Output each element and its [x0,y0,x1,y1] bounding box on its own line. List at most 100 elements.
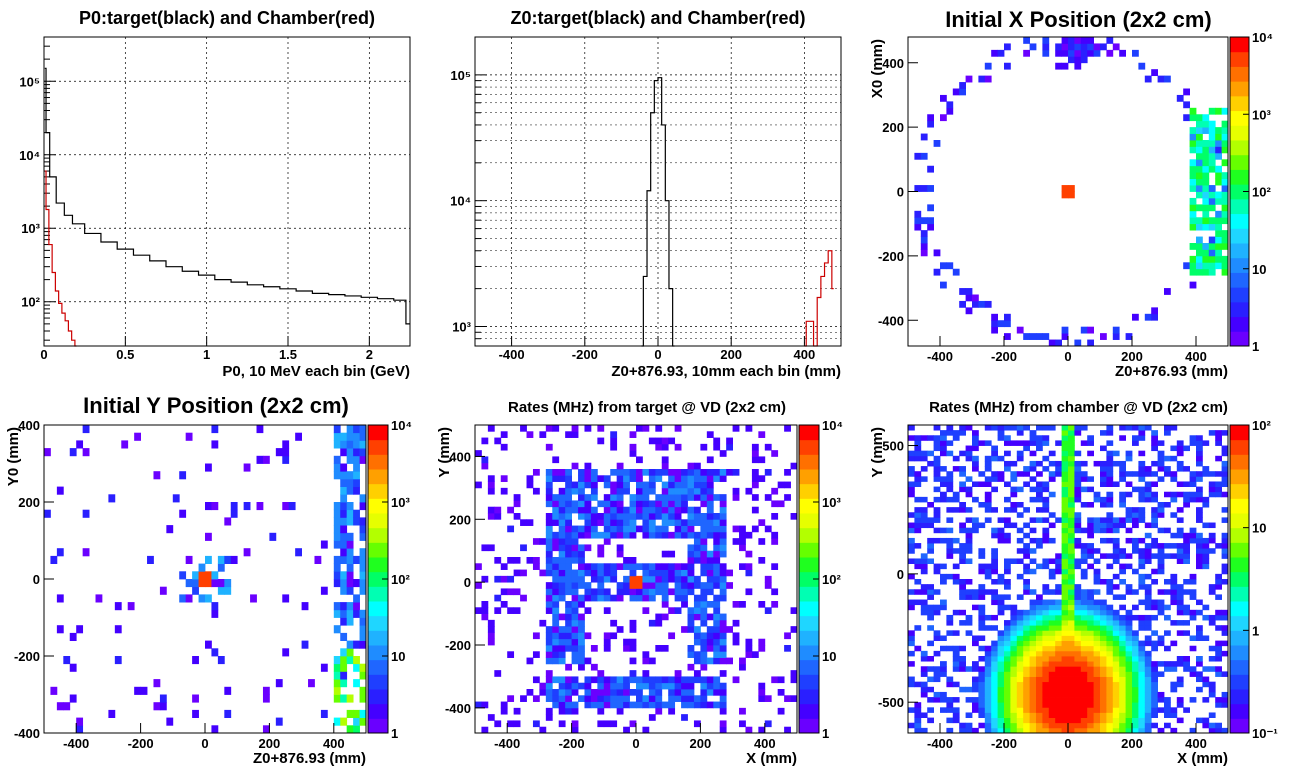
heatmap-cell [1138,712,1146,718]
heatmap-cell [1036,722,1043,729]
heatmap-cell [76,625,84,634]
heatmap-cell [965,532,973,539]
heatmap-cell [784,425,791,432]
heatmap-cell [571,588,579,596]
heatmap-cell [1151,69,1158,77]
heatmap-cell [661,462,669,470]
heatmap-cell [1068,630,1075,636]
heatmap-cell [1029,661,1037,667]
heatmap-cell [185,432,193,441]
heatmap-cell [198,571,206,580]
heatmap-cell [1221,471,1229,477]
heatmap-cell [314,555,322,564]
heatmap-cell [629,619,637,627]
heatmap-cell [1010,727,1018,734]
heatmap-cell [1004,466,1011,472]
heatmap-cell [940,691,947,698]
heatmap-cell [275,679,283,688]
heatmap-cell [1170,445,1178,452]
heatmap-cell [1106,620,1114,626]
heatmap-cell [545,425,553,432]
heatmap-cell [1048,491,1056,498]
heatmap-cells [914,37,1229,347]
heatmap-cell [578,481,585,489]
heatmap-cell [668,469,676,476]
heatmap-cell [1119,717,1126,724]
heatmap-cell [340,717,348,726]
heatmap-cell [1202,681,1210,688]
heatmap-cell [700,645,708,652]
heatmap-cell [1068,614,1075,621]
heatmap-cell [1106,604,1114,611]
heatmap-cell [946,471,954,477]
heatmap-cell [1138,727,1146,734]
heatmap-cell [565,676,572,684]
colorbar-segment [1230,316,1249,332]
heatmap-cell [991,527,998,534]
heatmap-cell [333,694,341,703]
heatmap-cell [1119,471,1126,477]
heatmap-cell [700,594,708,602]
heatmap-cell [726,469,733,476]
heatmap-cell [558,638,566,646]
heatmap-cell [732,494,740,501]
heatmap-cell [565,519,572,526]
heatmap-cell [353,440,360,449]
heatmap-cell [1202,502,1210,508]
heatmap-cell [777,481,785,489]
heatmap-cell [914,440,922,446]
heatmap-cell [1055,625,1062,631]
x-tick-label: 400 [1185,349,1207,364]
heatmap-cell [1048,625,1056,631]
heatmap-cell [1106,640,1114,647]
heatmap-cell [1080,640,1088,647]
heatmap-cell [623,525,630,533]
heatmap-cell [1112,517,1120,523]
heatmap-cell [578,531,585,539]
heatmap-cell [616,695,624,702]
heatmap-cell [965,594,973,600]
heatmap-cell [1036,517,1043,523]
heatmap-cell [1004,425,1011,431]
heatmap-cell [1068,37,1075,44]
heatmap-cell [500,443,508,451]
heatmap-cell [952,579,960,585]
heatmap-cell [1068,594,1075,600]
heatmap-cell [1138,681,1146,688]
heatmap-cell [1208,727,1216,734]
heatmap-cell [1048,686,1056,693]
heatmap-cell [558,513,566,520]
heatmap-cell [545,494,553,501]
heatmap-cell [1208,217,1216,225]
heatmap-cell [706,569,714,577]
heatmap-cell [920,553,928,559]
heatmap-cell [1112,681,1120,688]
heatmap-cell [1138,466,1146,472]
heatmap-cell [1132,635,1139,641]
heatmap-cell [693,513,701,520]
heatmap-cell [558,689,566,696]
heatmap-cell [578,695,585,702]
heatmap-cell [481,437,489,445]
heatmap-cell [1208,133,1216,141]
heatmap-cell [1164,455,1171,462]
heatmap-cell [940,579,947,585]
heatmap-cell [1125,656,1133,662]
heatmap-cell [1061,563,1069,570]
heatmap-cell [745,425,753,432]
heatmap-cell [1042,455,1050,462]
heatmap-cell [1112,450,1120,457]
histogram-series-0 [44,67,410,325]
heatmap-cell [584,676,592,684]
heatmap-cell [1036,604,1043,611]
heatmap-cell [603,720,611,728]
heatmap-cell [959,661,966,667]
colorbar-segment [799,645,819,661]
heatmap-cell [1132,645,1139,652]
heatmap-cell [346,455,354,464]
heatmap-cell [693,601,701,608]
heatmap-cell [965,722,973,729]
heatmap-cell [597,695,605,702]
heatmap-cell [1010,697,1018,703]
heatmap-cell [1068,697,1075,703]
